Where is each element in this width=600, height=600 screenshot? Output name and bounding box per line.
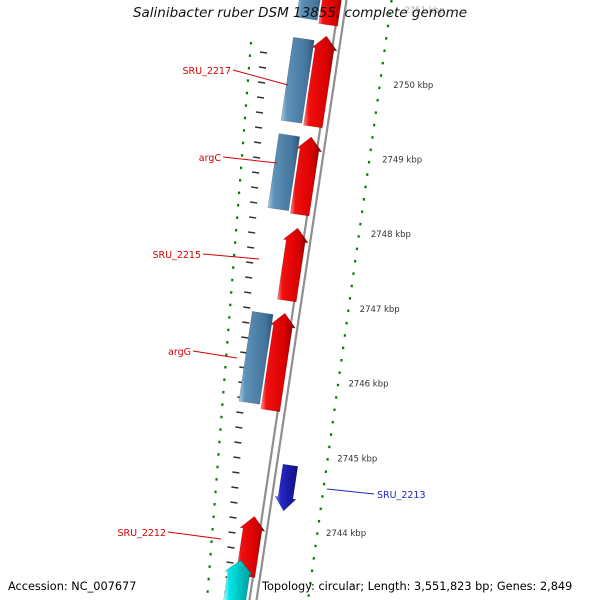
tick-label-2746-kbp: 2746 kbp [348,380,388,390]
gene-feature-gene-upstream-blue[interactable] [296,0,324,21]
leader-line-SRU_2212 [167,531,222,540]
gene-label-SRU_2215[interactable]: SRU_2215 [152,250,201,261]
leader-line-SRU_2215 [202,253,260,260]
minor-tick [253,141,262,144]
ruler-dotted-arc-left [205,41,253,600]
gene-feature-argC[interactable] [267,133,301,212]
minor-tick [253,156,261,159]
status-summary: Topology: circular; Length: 3,551,823 bp… [262,580,573,593]
minor-tick [245,276,253,279]
tick-label-2751-kbp: 2751 kbp [404,6,444,16]
leader-line-argG [192,350,238,359]
minor-tick [255,111,264,114]
minor-tick [258,66,267,69]
status-accession: Accession: NC_007677 [8,580,137,593]
ruler-dotted-arc-right [306,0,393,600]
backbone-line [255,0,348,600]
minor-tick [231,486,239,489]
minor-tick [256,96,265,99]
minor-tick [243,306,251,309]
tick-label-2745-kbp: 2745 kbp [337,454,377,464]
gene-label-SRU_2213[interactable]: SRU_2213 [377,490,426,501]
gene-feature-argG[interactable] [238,311,274,405]
minor-tick [257,81,266,84]
gene-feature-gene-upstream-red[interactable] [318,0,344,27]
tick-label-2749-kbp: 2749 kbp [382,156,422,166]
minor-tick [241,336,249,339]
minor-tick [233,456,241,459]
tick-label-2744-kbp: 2744 kbp [326,529,366,539]
leader-line-argC [222,156,278,164]
gene-label-argG[interactable]: argG [168,347,191,358]
minor-tick [254,126,263,129]
gene-label-SRU_2217[interactable]: SRU_2217 [182,66,231,77]
minor-tick [249,216,257,219]
gene-label-argC[interactable]: argC [199,153,222,164]
minor-tick [227,546,235,549]
status-bar: Accession: NC_007677 Topology: circular;… [0,579,600,593]
minor-tick [251,186,259,189]
minor-tick [229,516,237,519]
leader-line-SRU_2213 [326,488,375,495]
minor-tick [234,441,242,444]
minor-tick [236,411,244,414]
tick-label-2750-kbp: 2750 kbp [393,81,433,91]
tick-label-2747-kbp: 2747 kbp [360,305,400,315]
minor-tick [244,291,252,294]
minor-tick [242,321,250,324]
minor-tick [252,171,260,174]
minor-tick [230,501,238,504]
minor-tick [232,471,240,474]
gene-label-SRU_2212[interactable]: SRU_2212 [117,528,166,539]
gene-feature-SRU_2215[interactable] [277,227,309,303]
gene-feature-gene-downstream-cyan[interactable] [223,559,254,600]
minor-tick [235,426,243,429]
gene-feature-SRU_2213[interactable] [274,463,299,512]
minor-tick [228,531,236,534]
minor-tick [246,261,254,264]
minor-tick [250,201,258,204]
minor-tick [248,231,256,234]
minor-tick [259,51,268,54]
gene-feature-SRU_2217[interactable] [280,36,315,124]
minor-tick [226,561,234,564]
tick-label-2748-kbp: 2748 kbp [371,230,411,240]
leader-line-SRU_2217 [232,69,289,86]
genome-title: Salinibacter ruber DSM 13855, complete g… [132,5,468,21]
minor-tick [247,246,255,249]
